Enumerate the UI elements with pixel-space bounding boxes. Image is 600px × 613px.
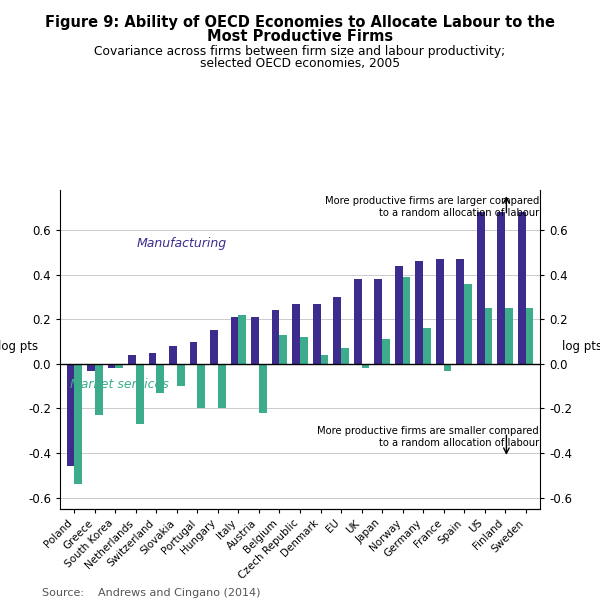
Text: Most Productive Firms: Most Productive Firms <box>207 29 393 44</box>
Text: Source:    Andrews and Cingano (2014): Source: Andrews and Cingano (2014) <box>42 588 260 598</box>
Bar <box>292 303 300 364</box>
Bar <box>218 364 226 408</box>
Bar <box>272 310 280 364</box>
Bar <box>136 364 143 424</box>
Bar <box>333 297 341 364</box>
Bar <box>341 348 349 364</box>
Bar <box>157 364 164 393</box>
Text: selected OECD economies, 2005: selected OECD economies, 2005 <box>200 57 400 70</box>
Bar <box>526 308 533 364</box>
Text: Manufacturing: Manufacturing <box>137 237 227 250</box>
Text: More productive firms are larger compared
to a random allocation of labour: More productive firms are larger compare… <box>325 196 539 218</box>
Bar <box>128 355 136 364</box>
Bar <box>87 364 95 371</box>
Bar <box>485 308 493 364</box>
Bar <box>354 279 362 364</box>
Bar <box>280 335 287 364</box>
Bar <box>464 284 472 364</box>
Bar <box>497 212 505 364</box>
Bar <box>443 364 451 371</box>
Bar <box>169 346 177 364</box>
Bar <box>505 308 513 364</box>
Bar <box>362 364 370 368</box>
Bar <box>382 340 390 364</box>
Bar <box>107 364 115 368</box>
Bar <box>259 364 267 413</box>
Bar <box>74 364 82 484</box>
Bar <box>67 364 74 466</box>
Bar <box>313 303 320 364</box>
Bar <box>149 352 157 364</box>
Text: log pts: log pts <box>562 340 600 353</box>
Text: Figure 9: Ability of OECD Economies to Allocate Labour to the: Figure 9: Ability of OECD Economies to A… <box>45 15 555 30</box>
Bar <box>115 364 123 368</box>
Bar <box>190 341 197 364</box>
Bar <box>423 328 431 364</box>
Text: More productive firms are smaller compared
to a random allocation of labour: More productive firms are smaller compar… <box>317 426 539 447</box>
Bar <box>300 337 308 364</box>
Bar <box>177 364 185 386</box>
Bar <box>210 330 218 364</box>
Bar <box>95 364 103 415</box>
Bar <box>197 364 205 408</box>
Text: Market services: Market services <box>70 378 169 390</box>
Bar <box>477 212 485 364</box>
Text: Covariance across firms between firm size and labour productivity;: Covariance across firms between firm siz… <box>94 45 506 58</box>
Text: log pts: log pts <box>0 340 38 353</box>
Bar <box>238 315 246 364</box>
Bar <box>320 355 328 364</box>
Bar <box>436 259 443 364</box>
Bar <box>403 277 410 364</box>
Bar <box>251 317 259 364</box>
Bar <box>395 266 403 364</box>
Bar <box>518 212 526 364</box>
Bar <box>374 279 382 364</box>
Bar <box>457 259 464 364</box>
Bar <box>415 261 423 364</box>
Bar <box>230 317 238 364</box>
